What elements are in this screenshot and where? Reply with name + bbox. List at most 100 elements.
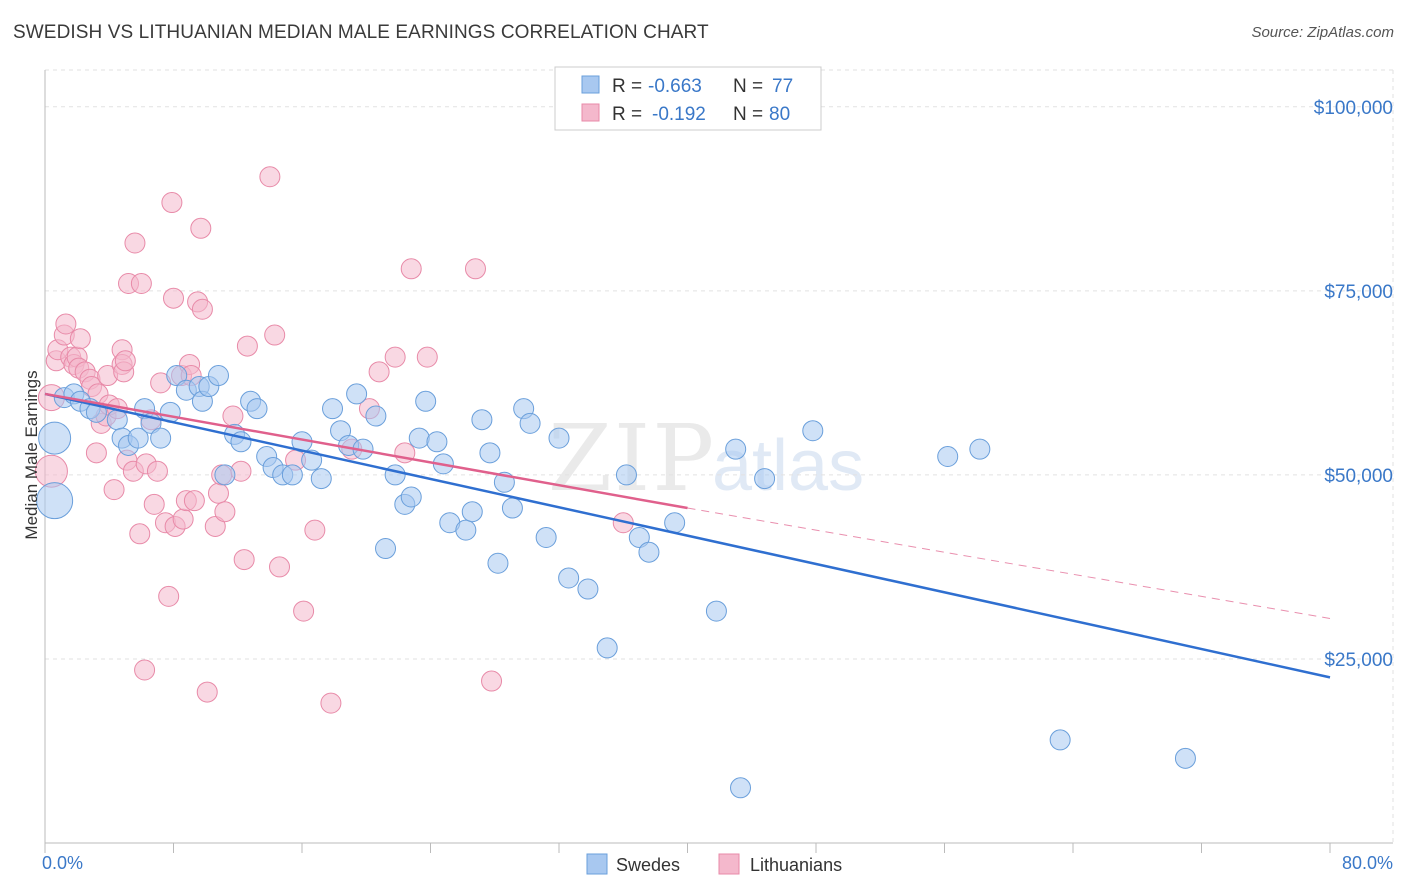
lithuanians-point [69, 328, 91, 350]
legend-r-label-swedes: R = [612, 76, 642, 97]
bottom-legend-swatch-swedes [586, 853, 608, 875]
lithuanians-point [320, 692, 342, 714]
bottom-legend-label-swedes: Swedes [616, 855, 680, 875]
lithuanians-point [191, 298, 213, 320]
lithuanians-trend-extension [687, 507, 1331, 619]
swedes-point [577, 578, 599, 600]
legend-swatch-swedes [581, 75, 600, 94]
lithuanians-point [214, 501, 236, 523]
swedes-point [596, 637, 618, 659]
swedes-point [479, 442, 501, 464]
swedes-point [725, 438, 747, 460]
lithuanians-point [134, 659, 156, 681]
swedes-point [214, 464, 236, 486]
swedes-point [471, 409, 493, 431]
swedes-point [150, 427, 172, 449]
lithuanians-point [222, 405, 244, 427]
legend-n-label-swedes: N = [733, 76, 763, 97]
lithuanians-point [233, 549, 255, 571]
bottom-legend-swatch-lithuanians [718, 853, 740, 875]
lithuanians-point [129, 523, 151, 545]
y-tick-label: $25,000 [1324, 650, 1393, 671]
swedes-point [461, 501, 483, 523]
x-tick-label-min: 0.0% [42, 853, 83, 873]
y-tick-label: $75,000 [1324, 282, 1393, 303]
swedes-point [628, 526, 650, 548]
lithuanians-point [400, 258, 422, 280]
lithuanians-point [207, 482, 229, 504]
watermark-zip: ZIP [548, 405, 716, 512]
lithuanians-point [269, 556, 291, 578]
swedes-point [375, 538, 397, 560]
lithuanians-point [130, 272, 152, 294]
y-tick-labels: $25,000 $50,000 $75,000 $100,000 [1314, 98, 1393, 671]
watermark-atlas: atlas [712, 426, 864, 506]
lithuanians-point [259, 166, 281, 188]
x-tick-label-max: 80.0% [1342, 853, 1393, 873]
swedes-point [487, 552, 509, 574]
legend-r-value-lithuanians: -0.192 [652, 104, 706, 125]
swedes-point [301, 449, 323, 471]
swedes-point [548, 427, 570, 449]
correlation-legend: R = -0.663 N = 77 R = -0.192 N = 80 [554, 66, 822, 131]
lithuanians-point [416, 346, 438, 368]
swedes-point [426, 431, 448, 453]
y-tick-label: $50,000 [1324, 466, 1393, 487]
chart-title: SWEDISH VS LITHUANIAN MEDIAN MALE EARNIN… [13, 22, 709, 43]
legend-n-value-swedes: 77 [772, 76, 793, 97]
swedes-point [455, 519, 477, 541]
lithuanians-point [161, 192, 183, 214]
lithuanians-point [158, 585, 180, 607]
lithuanians-point [236, 335, 258, 357]
swedes-point [705, 600, 727, 622]
lithuanians-point [85, 442, 107, 464]
lithuanians-point [146, 460, 168, 482]
lithuanians-point [464, 258, 486, 280]
swedes-point [127, 427, 149, 449]
lithuanians-point [124, 232, 146, 254]
swedes-point [38, 421, 72, 455]
lithuanians-point [196, 681, 218, 703]
swedes-point [664, 512, 686, 534]
swedes-point [281, 464, 303, 486]
swedes-trend-line [44, 392, 1331, 679]
y-axis-label: Median Male Earnings [22, 370, 41, 539]
swedes-point [638, 541, 660, 563]
y-tick-label: $100,000 [1314, 98, 1393, 119]
swedes-point [519, 412, 541, 434]
legend-swatch-lithuanians [581, 103, 600, 122]
legend-n-label-lithuanians: N = [733, 104, 763, 125]
lithuanians-point [293, 600, 315, 622]
swedes-point [365, 405, 387, 427]
legend-r-value-swedes: -0.663 [648, 76, 702, 97]
lithuanians-points [34, 166, 634, 714]
lithuanians-point [384, 346, 406, 368]
legend-r-label-lithuanians: R = [612, 104, 642, 125]
swedes-point [207, 365, 229, 387]
lithuanians-point [55, 313, 77, 335]
swedes-point [246, 398, 268, 420]
swedes-point [969, 438, 991, 460]
swedes-point [36, 482, 74, 520]
swedes-point [754, 468, 776, 490]
swedes-point [802, 420, 824, 442]
bottom-legend-label-lithuanians: Lithuanians [750, 855, 842, 875]
swedes-point [400, 486, 422, 508]
series-legend: Swedes Lithuanians [586, 853, 842, 875]
lithuanians-point [163, 287, 184, 309]
swedes-point [310, 468, 332, 490]
swedes-point [384, 464, 406, 486]
source-label: Source: ZipAtlas.com [1251, 24, 1394, 41]
lithuanians-point [190, 217, 212, 239]
swedes-point [615, 464, 637, 486]
lithuanians-point [183, 490, 205, 512]
lithuanians-point [481, 670, 503, 692]
lithuanians-point [143, 493, 165, 515]
swedes-point [346, 383, 368, 405]
lithuanians-trend-line [44, 392, 688, 510]
swedes-point [730, 777, 752, 799]
swedes-point [322, 398, 344, 420]
lithuanians-point [204, 515, 226, 537]
lithuanians-point [114, 350, 136, 372]
